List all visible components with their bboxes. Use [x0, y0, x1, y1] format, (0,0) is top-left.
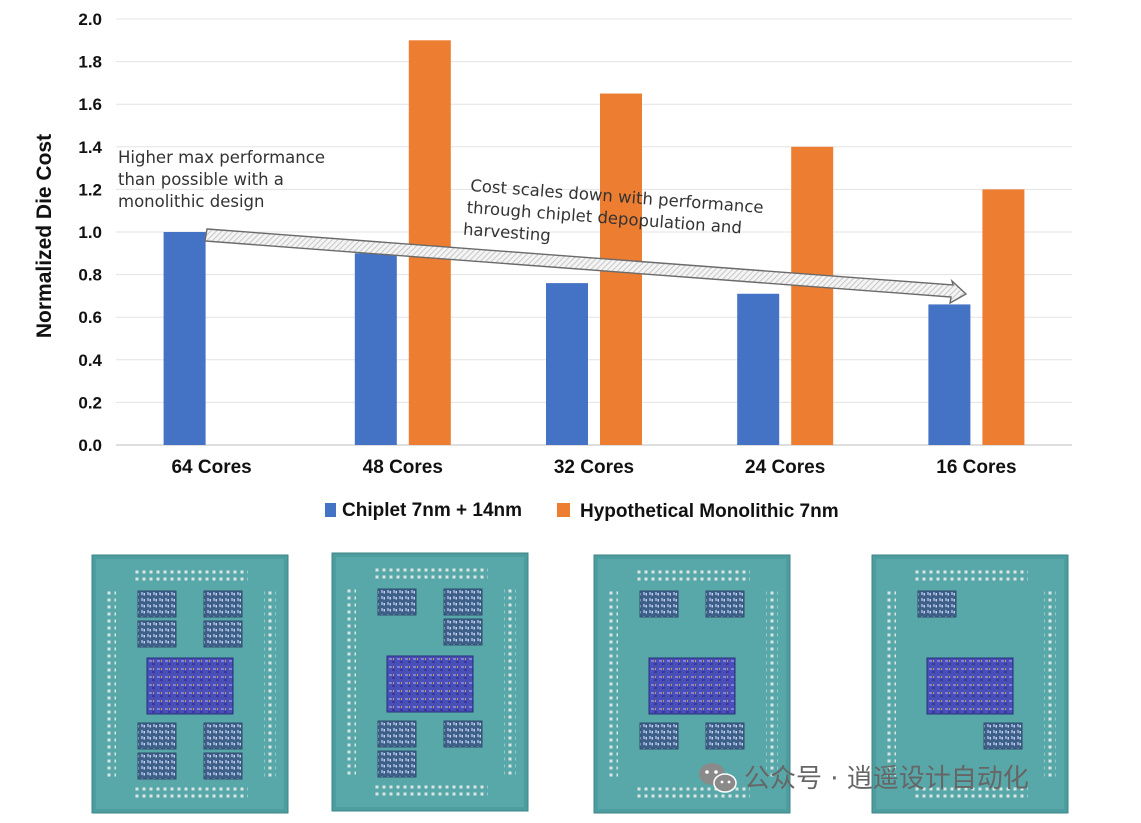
annotation-arrow-line-3: harvesting: [462, 220, 551, 246]
y-axis: 0.0 0.2 0.4 0.6 0.8 1.0 1.2 1.4 1.6 1.8 2.0: [78, 10, 102, 455]
x-tick-label: 32 Cores: [554, 457, 634, 478]
y-tick-label: 0.4: [78, 351, 102, 370]
legend: Chiplet 7nm + 14nm Hypothetical Monolith…: [325, 500, 839, 522]
cpu-package-icon: [593, 554, 791, 814]
x-tick-label: 48 Cores: [363, 457, 443, 478]
y-tick-label: 1.6: [78, 95, 102, 114]
x-tick-label: 24 Cores: [745, 457, 825, 478]
y-tick-label: 1.2: [78, 180, 102, 199]
legend-swatch-chiplet: [325, 503, 336, 517]
x-axis: 64 Cores 48 Cores 32 Cores 24 Cores 16 Cores: [171, 457, 1016, 478]
cpu-package-images: [91, 552, 1069, 814]
cpu-package-icon: [331, 552, 529, 812]
y-tick-label: 0.2: [78, 393, 102, 412]
bar-monolithic-24-cores: [791, 146, 834, 446]
cpu-package-icon: [91, 554, 289, 814]
y-tick-label: 0.0: [78, 436, 102, 455]
annotation-left: Higher max performance than possible wit…: [118, 148, 325, 211]
legend-label-chiplet: Chiplet 7nm + 14nm: [342, 500, 522, 521]
trend-arrow: [204, 228, 968, 305]
annotation-left-line-1: Higher max performance: [118, 148, 325, 167]
bar-chiplet-64-cores: [163, 232, 206, 445]
y-tick-label: 1.4: [78, 138, 102, 157]
bar-monolithic-48-cores: [408, 40, 451, 446]
gridlines: [116, 18, 1072, 446]
cpu-package-icon: [871, 554, 1069, 814]
watermark-text: 公众号 · 逍遥设计自动化: [744, 764, 1029, 794]
bar-chiplet-32-cores: [546, 283, 588, 445]
watermark: 公众号 · 逍遥设计自动化: [699, 763, 1029, 794]
y-tick-label: 1.0: [78, 223, 102, 242]
wechat-icon: [699, 763, 737, 793]
y-axis-label: Normalized Die Cost: [33, 134, 56, 338]
annotation-left-line-2: than possible with a: [118, 170, 284, 189]
x-tick-label: 16 Cores: [936, 457, 1016, 478]
bar-chiplet-24-cores: [737, 293, 780, 445]
bar-chiplet-48-cores: [354, 253, 397, 445]
bar-monolithic-16-cores: [982, 189, 1025, 445]
x-tick-label: 64 Cores: [171, 457, 251, 478]
y-tick-label: 1.8: [78, 53, 102, 72]
bar-chiplet-16-cores: [928, 304, 971, 445]
y-tick-label: 0.6: [78, 308, 102, 327]
arrow-shape: [204, 228, 968, 305]
y-tick-label: 0.8: [78, 266, 102, 285]
legend-label-monolithic: Hypothetical Monolithic 7nm: [580, 501, 839, 522]
y-tick-label: 2.0: [78, 10, 102, 29]
legend-swatch-monolithic: [557, 503, 570, 517]
annotation-left-line-3: monolithic design: [118, 192, 264, 211]
